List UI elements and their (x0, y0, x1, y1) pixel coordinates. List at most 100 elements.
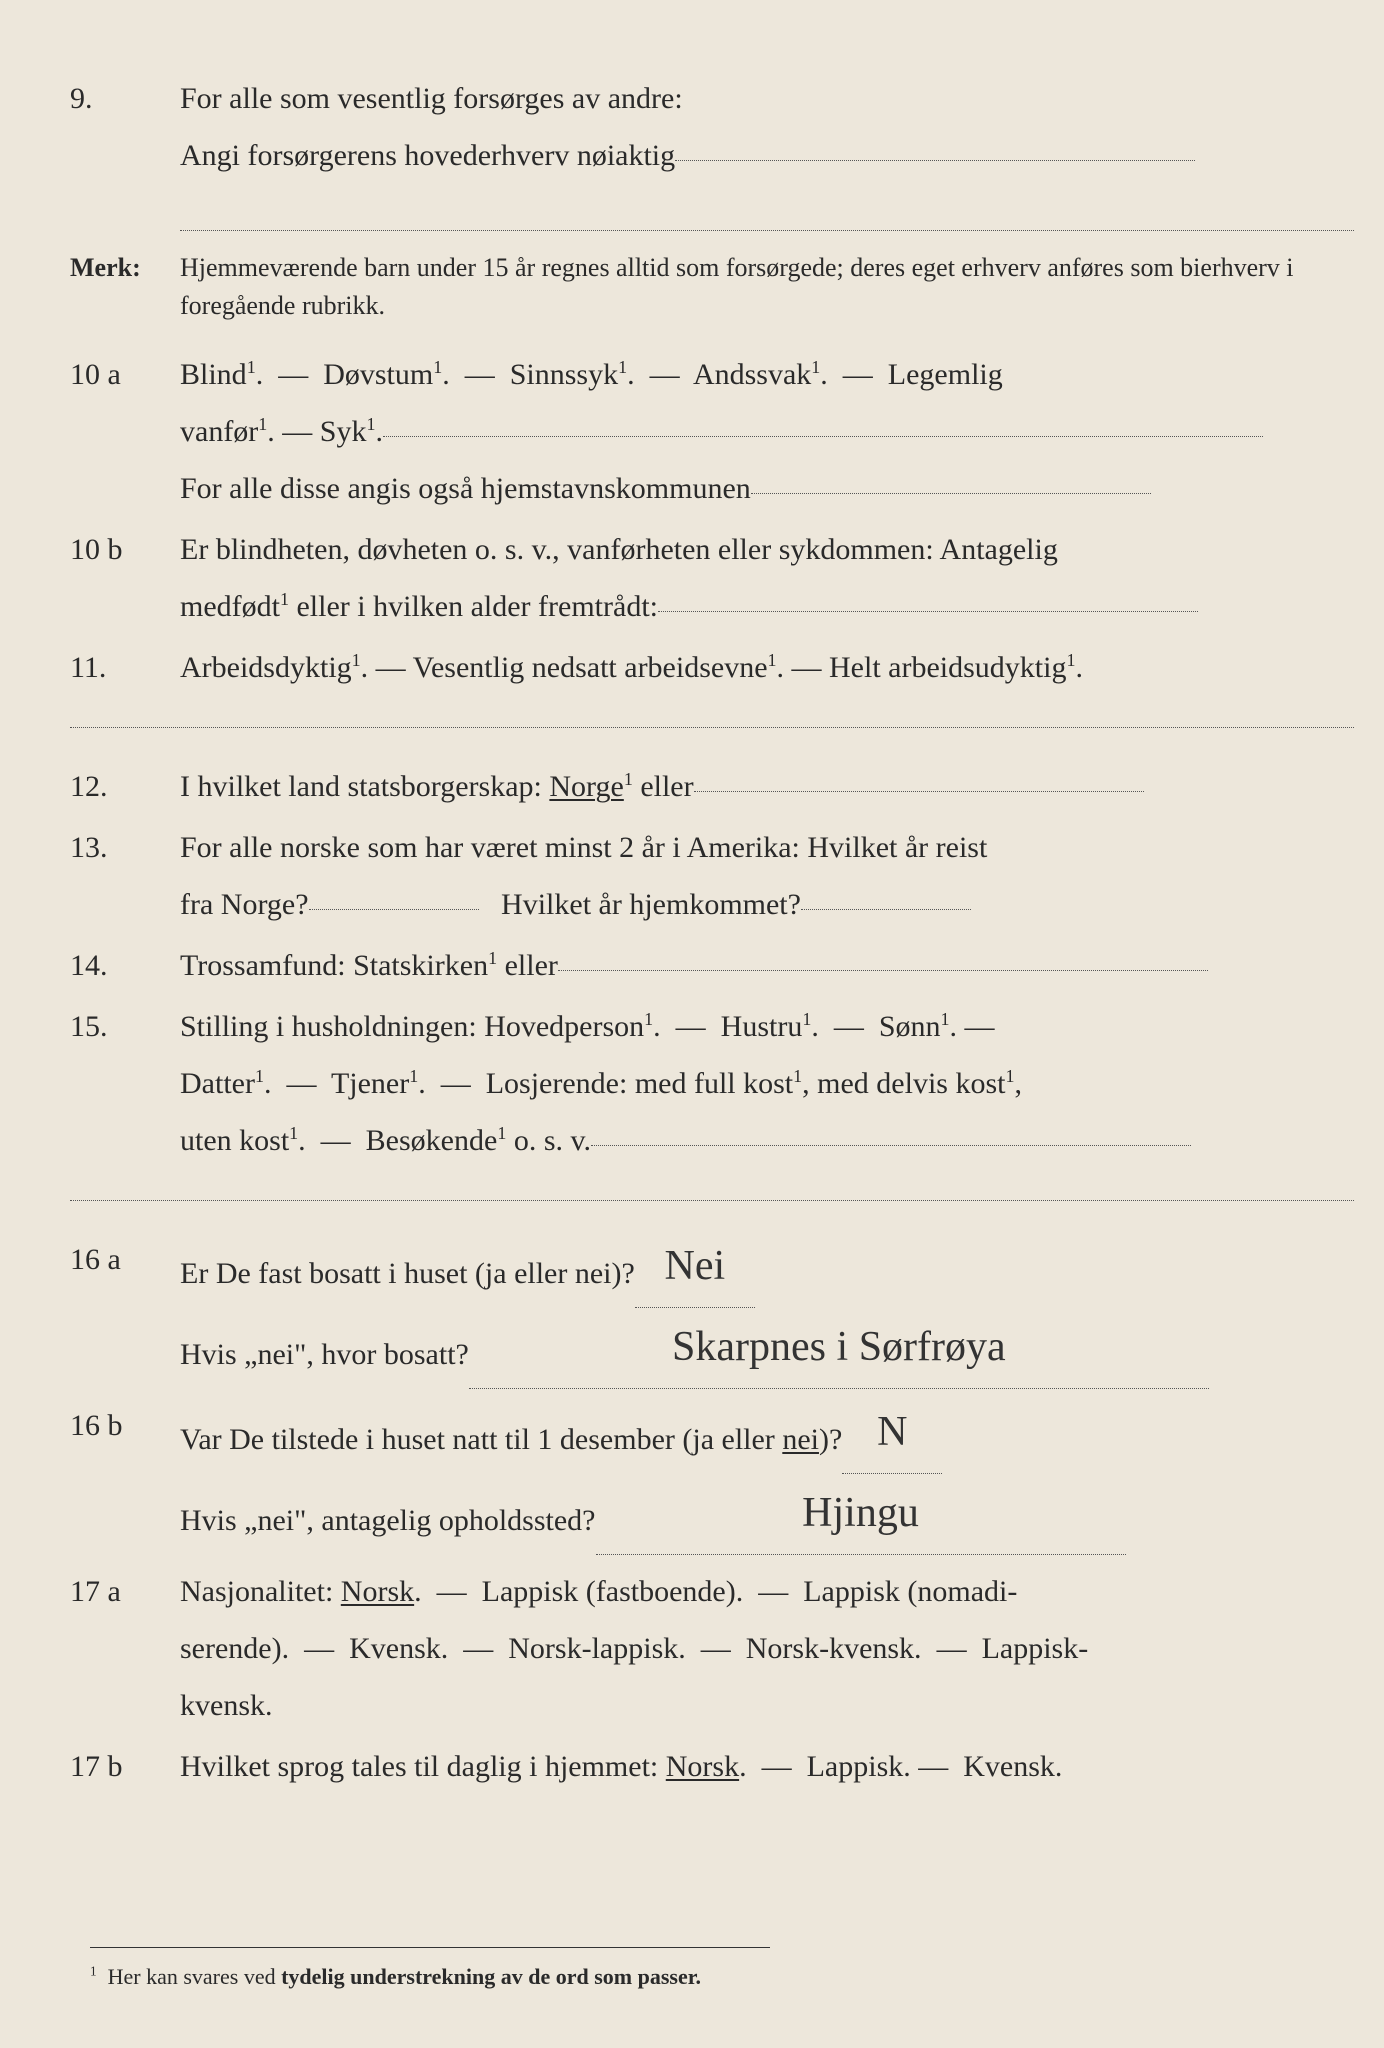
q9-line1: For alle som vesentlig forsørges av andr… (180, 70, 1354, 127)
q16a-line1: Er De fast bosatt i huset (ja eller nei)… (180, 1231, 1354, 1312)
q15-text2: Losjerende: med full kost (486, 1067, 793, 1100)
q9-full-blank (180, 188, 1354, 231)
q10a-line2-text: For alle disse angis også hjemstavnskomm… (180, 472, 751, 505)
q16b-ans2: Hjingu (802, 1490, 919, 1536)
q17b-text1: Hvilket sprog tales til daglig i hjemmet… (180, 1750, 666, 1783)
q16b-blank2: Hjingu (596, 1474, 1126, 1555)
merk-label: Merk: (70, 249, 180, 324)
q10b-line2: medfødt1 eller i hvilken alder fremtrådt… (180, 578, 1354, 635)
q11-opt2: Vesentlig nedsatt arbeidsevne (413, 651, 768, 684)
q16a-line2: Hvis „nei", hvor bosatt?Skarpnes i Sørfr… (180, 1312, 1354, 1393)
q16b-row: 16 b Var De tilstede i huset natt til 1 … (70, 1397, 1354, 1559)
q9-content: For alle som vesentlig forsørges av andr… (180, 70, 1354, 184)
q14-blank (558, 970, 1208, 971)
q10b-text2: medfødt (180, 590, 280, 623)
q16b-text1b: )? (819, 1423, 842, 1456)
q13-line2: fra Norge? Hvilket år hjemkommet? (180, 876, 1354, 933)
q14-text2: eller (497, 949, 558, 982)
q15-opt6: Besøkende (366, 1124, 498, 1157)
q15-number: 15. (70, 998, 180, 1169)
q16b-text1: Var De tilstede i huset natt til 1 desem… (180, 1423, 782, 1456)
q17a-opt6: Norsk-lappisk. (508, 1632, 685, 1665)
q17a-number: 17 a (70, 1563, 180, 1734)
q12-blank (694, 791, 1144, 792)
census-form-page: 9. For alle som vesentlig forsørges av a… (0, 0, 1384, 2048)
q10b-blank (658, 611, 1198, 612)
q10a-content: Blind1. — Døvstum1. — Sinnssyk1. — Andss… (180, 346, 1354, 517)
q15-text1: Stilling i husholdningen: Hovedperson (180, 1010, 644, 1043)
q10b-row: 10 b Er blindheten, døvheten o. s. v., v… (70, 521, 1354, 635)
q10b-text3: eller i hvilken alder fremtrådt: (289, 590, 658, 623)
q16a-number: 16 a (70, 1231, 180, 1393)
q16a-blank1: Nei (635, 1227, 755, 1308)
merk-block: Merk: Hjemmeværende barn under 15 år reg… (70, 249, 1354, 324)
q15-opt5: Tjener (331, 1067, 409, 1100)
q17a-opt3: Lappisk (nomadi- (803, 1575, 1017, 1608)
q16a-row: 16 a Er De fast bosatt i huset (ja eller… (70, 1231, 1354, 1393)
q12-number: 12. (70, 758, 180, 815)
q17a-content: Nasjonalitet: Norsk. — Lappisk (fastboen… (180, 1563, 1354, 1734)
q16b-ans1: N (877, 1409, 907, 1455)
q11-opt1: Arbeidsdyktig (180, 651, 352, 684)
q17a-row: 17 a Nasjonalitet: Norsk. — Lappisk (fas… (70, 1563, 1354, 1734)
q13-blank2 (801, 909, 971, 910)
q14-row: 14. Trossamfund: Statskirken1 eller (70, 937, 1354, 994)
q9-number: 9. (70, 70, 180, 184)
divider-1 (70, 726, 1354, 728)
q15-content: Stilling i husholdningen: Hovedperson1. … (180, 998, 1354, 1169)
q15-line1: Stilling i husholdningen: Hovedperson1. … (180, 998, 1354, 1055)
q10a-opt4: Andssvak (693, 358, 811, 391)
q14-number: 14. (70, 937, 180, 994)
q10a-line1b: vanfør1. — Syk1. (180, 403, 1354, 460)
q12-text1: I hvilket land statsborgerskap: (180, 770, 549, 803)
q16a-blank2: Skarpnes i Sørfrøya (469, 1308, 1209, 1389)
q16a-text2: Hvis „nei", hvor bosatt? (180, 1338, 469, 1371)
q17b-number: 17 b (70, 1738, 180, 1795)
divider-2 (70, 1199, 1354, 1201)
q15-line3: uten kost1. — Besøkende1 o. s. v. (180, 1112, 1354, 1169)
q16a-content: Er De fast bosatt i huset (ja eller nei)… (180, 1231, 1354, 1393)
q10b-line1: Er blindheten, døvheten o. s. v., vanfør… (180, 521, 1354, 578)
q10b-number: 10 b (70, 521, 180, 635)
q13-row: 13. For alle norske som har været minst … (70, 819, 1354, 933)
q15-row: 15. Stilling i husholdningen: Hovedperso… (70, 998, 1354, 1169)
q12-text2: eller (633, 770, 694, 803)
q17a-opt4: serende). (180, 1632, 289, 1665)
q11-content: Arbeidsdyktig1. — Vesentlig nedsatt arbe… (180, 639, 1354, 696)
q16b-nei: nei (782, 1423, 819, 1456)
q15-text4: uten kost (180, 1124, 289, 1157)
q10a-opt7: Syk (320, 415, 367, 448)
q16a-ans1: Nei (665, 1243, 726, 1289)
footnote-sup: 1 (90, 1964, 97, 1979)
q10a-row: 10 a Blind1. — Døvstum1. — Sinnssyk1. — … (70, 346, 1354, 517)
q17a-opt2: Lappisk (fastboende). (482, 1575, 744, 1608)
q17b-opt3: Kvensk. (963, 1750, 1062, 1783)
q10a-opt5: Legemlig (888, 358, 1003, 391)
q14-content: Trossamfund: Statskirken1 eller (180, 937, 1354, 994)
q12-opt1: Norge (549, 770, 623, 803)
q15-opt2: Hustru (721, 1010, 803, 1043)
q11-opt3: Helt arbeidsudyktig (829, 651, 1066, 684)
q12-content: I hvilket land statsborgerskap: Norge1 e… (180, 758, 1354, 815)
q10a-line2: For alle disse angis også hjemstavnskomm… (180, 460, 1354, 517)
q16b-blank1: N (842, 1393, 942, 1474)
q13-text2: fra Norge? (180, 888, 309, 921)
q17a-opt5: Kvensk. (349, 1632, 448, 1665)
q13-number: 13. (70, 819, 180, 933)
q10b-content: Er blindheten, døvheten o. s. v., vanfør… (180, 521, 1354, 635)
q9-line2: Angi forsørgerens hovederhverv nøiaktig (180, 127, 1354, 184)
q16b-content: Var De tilstede i huset natt til 1 desem… (180, 1397, 1354, 1559)
q17b-opt2: Lappisk. (807, 1750, 911, 1783)
q9-line2-text: Angi forsørgerens hovederhverv nøiaktig (180, 139, 675, 172)
q17b-row: 17 b Hvilket sprog tales til daglig i hj… (70, 1738, 1354, 1795)
q12-row: 12. I hvilket land statsborgerskap: Norg… (70, 758, 1354, 815)
q9-row: 9. For alle som vesentlig forsørges av a… (70, 70, 1354, 184)
footnote: 1 Her kan svares ved tydelig understrekn… (90, 1947, 770, 1998)
q13-line1: For alle norske som har været minst 2 år… (180, 819, 1354, 876)
q11-row: 11. Arbeidsdyktig1. — Vesentlig nedsatt … (70, 639, 1354, 696)
merk-text: Hjemmeværende barn under 15 år regnes al… (180, 249, 1354, 324)
q13-text3: Hvilket år hjemkommet? (501, 888, 801, 921)
q15-blank (591, 1145, 1191, 1146)
q10a-blank2 (751, 493, 1151, 494)
q17b-opt1: Norsk (666, 1750, 739, 1783)
